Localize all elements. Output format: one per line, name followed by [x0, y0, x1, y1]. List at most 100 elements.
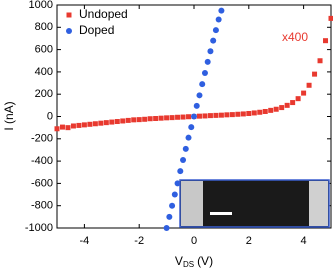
data-point — [218, 7, 225, 14]
y-tick-label: -200 — [31, 133, 53, 145]
data-point — [103, 120, 109, 126]
data-point — [169, 115, 175, 121]
data-point — [188, 124, 195, 131]
data-point — [109, 119, 115, 125]
data-point — [81, 122, 87, 128]
data-point — [224, 112, 230, 118]
x-tick-label: -2 — [134, 235, 144, 247]
data-point — [199, 81, 206, 88]
y-tick-label: -600 — [31, 177, 53, 189]
y-tick-label: -1000 — [25, 222, 53, 234]
data-point — [164, 115, 170, 121]
y-tick-label: 1000 — [29, 0, 53, 11]
data-point — [142, 116, 148, 122]
inset-image — [179, 179, 330, 228]
data-point — [201, 70, 208, 77]
data-point — [240, 111, 246, 117]
data-point — [202, 113, 208, 119]
y-tick-label: 200 — [35, 88, 53, 100]
data-point — [125, 117, 131, 123]
data-point — [153, 116, 159, 122]
data-point — [87, 121, 93, 127]
data-point — [169, 202, 176, 209]
y-tick-label: 800 — [35, 21, 53, 33]
data-point — [229, 112, 235, 118]
data-point — [163, 225, 170, 231]
data-point — [174, 180, 181, 187]
y-tick-label: 0 — [47, 110, 53, 122]
x-tick-label: -4 — [80, 235, 90, 247]
data-point — [59, 124, 65, 130]
data-point — [76, 122, 82, 128]
data-point — [279, 105, 285, 111]
data-point — [212, 27, 219, 34]
data-point — [213, 112, 219, 118]
legend-label: Undoped — [79, 7, 128, 21]
data-point — [235, 111, 241, 117]
data-point — [312, 71, 318, 77]
data-point — [180, 114, 186, 120]
data-point — [251, 110, 257, 116]
legend-label: Doped — [79, 23, 114, 37]
data-point — [193, 102, 200, 109]
x-tick-label: 4 — [301, 235, 307, 247]
data-point — [210, 37, 217, 44]
x-tick-label: 0 — [191, 235, 197, 247]
data-point — [207, 113, 213, 119]
data-point — [158, 115, 164, 121]
data-point — [204, 58, 211, 65]
scale-bar — [210, 212, 232, 215]
data-point — [180, 156, 187, 163]
data-point — [284, 102, 290, 108]
data-point — [207, 48, 214, 55]
data-point — [306, 82, 312, 88]
data-point — [114, 119, 120, 125]
x-label-main: V — [175, 254, 183, 268]
y-tick-label: 600 — [35, 44, 53, 56]
data-point — [328, 15, 333, 21]
data-point — [70, 123, 76, 129]
data-point — [131, 117, 137, 123]
data-point — [191, 113, 197, 120]
data-point — [54, 126, 60, 132]
data-point — [301, 90, 307, 96]
data-point — [98, 120, 104, 126]
data-point — [186, 114, 192, 120]
data-point — [273, 106, 279, 112]
data-point — [92, 121, 98, 127]
data-point — [196, 92, 203, 99]
data-point — [295, 96, 301, 102]
data-point — [218, 112, 224, 118]
data-point — [171, 191, 178, 198]
inset-contact-right — [309, 181, 328, 226]
data-point — [215, 16, 222, 23]
data-point — [65, 125, 71, 131]
data-point — [290, 100, 296, 106]
x-label-sub: DS — [183, 260, 194, 269]
legend-marker — [66, 28, 72, 34]
inset-frame — [179, 179, 330, 228]
data-point — [317, 58, 323, 64]
data-point — [166, 213, 173, 220]
data-point — [175, 114, 181, 120]
data-point — [185, 134, 192, 141]
data-point — [177, 168, 184, 175]
inset-contact-left — [181, 181, 203, 226]
x-tick-label: 2 — [246, 235, 252, 247]
y-tick-label: -400 — [31, 155, 53, 167]
data-point — [268, 107, 274, 113]
legend-marker — [66, 12, 72, 18]
data-point — [182, 145, 189, 152]
data-point — [246, 110, 252, 116]
data-point — [147, 116, 153, 122]
y-tick-label: 400 — [35, 66, 53, 78]
data-point — [323, 38, 329, 44]
x-label-unit: (V) — [197, 254, 213, 268]
data-point — [257, 109, 263, 115]
data-point — [120, 118, 126, 124]
y-axis-label: I (nA) — [2, 101, 16, 130]
data-point — [196, 113, 202, 119]
data-point — [262, 108, 268, 114]
y-tick-label: -800 — [31, 200, 53, 212]
